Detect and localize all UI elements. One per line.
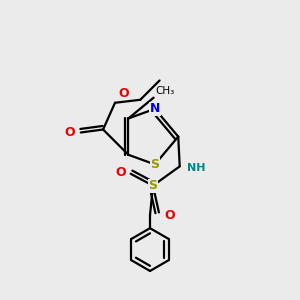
Text: NH: NH: [187, 163, 206, 173]
Text: N: N: [150, 102, 160, 115]
Text: CH₃: CH₃: [155, 86, 174, 96]
Text: O: O: [64, 126, 75, 139]
Text: O: O: [165, 209, 175, 222]
Text: S: S: [150, 158, 159, 171]
Text: O: O: [116, 166, 126, 179]
Text: O: O: [118, 87, 129, 100]
Text: S: S: [148, 179, 158, 192]
